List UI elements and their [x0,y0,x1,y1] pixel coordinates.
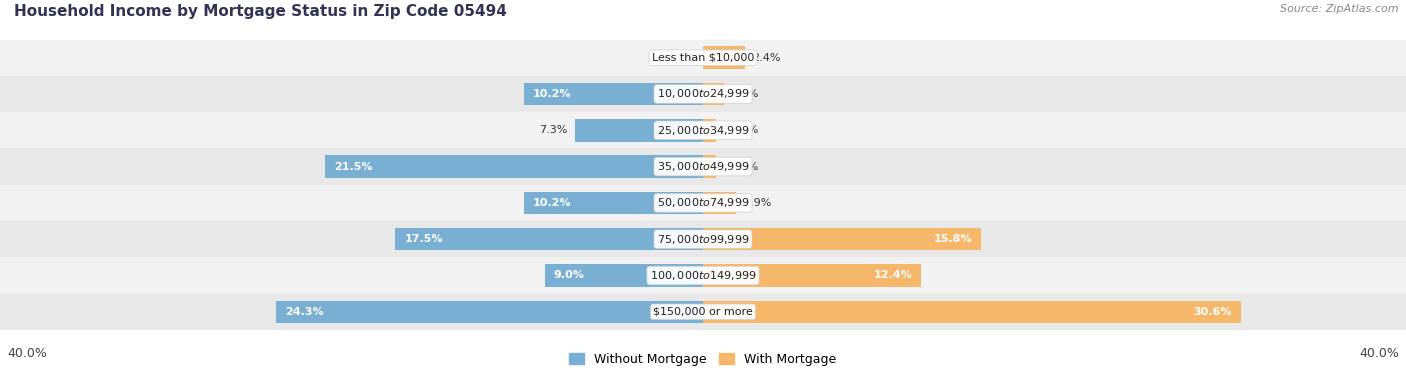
Text: Less than $10,000: Less than $10,000 [652,53,754,63]
Text: $150,000 or more: $150,000 or more [654,307,752,317]
Bar [0,185,1406,221]
Bar [703,264,921,287]
Text: 40.0%: 40.0% [7,347,46,360]
Text: 24.3%: 24.3% [285,307,323,317]
Text: 10.2%: 10.2% [533,89,571,99]
Legend: Without Mortgage, With Mortgage: Without Mortgage, With Mortgage [564,348,842,371]
Bar [703,228,981,250]
Text: $50,000 to $74,999: $50,000 to $74,999 [657,196,749,209]
Bar [546,264,703,287]
Bar [395,228,703,250]
Text: 7.3%: 7.3% [540,125,568,135]
Text: 9.0%: 9.0% [554,270,585,280]
Bar [703,46,745,69]
Text: $10,000 to $24,999: $10,000 to $24,999 [657,87,749,101]
Text: 0.73%: 0.73% [723,125,758,135]
Text: $25,000 to $34,999: $25,000 to $34,999 [657,124,749,137]
Text: 1.9%: 1.9% [744,198,772,208]
Bar [325,155,703,178]
Text: $100,000 to $149,999: $100,000 to $149,999 [650,269,756,282]
Text: Household Income by Mortgage Status in Zip Code 05494: Household Income by Mortgage Status in Z… [14,4,508,19]
Text: 1.2%: 1.2% [731,89,759,99]
Bar [0,294,1406,330]
Bar [0,257,1406,294]
Text: $35,000 to $49,999: $35,000 to $49,999 [657,160,749,173]
Text: Source: ZipAtlas.com: Source: ZipAtlas.com [1281,4,1399,14]
Bar [524,192,703,214]
Bar [703,83,724,105]
Text: $75,000 to $99,999: $75,000 to $99,999 [657,233,749,246]
Bar [0,149,1406,185]
Text: 30.6%: 30.6% [1194,307,1232,317]
Bar [575,119,703,141]
Bar [0,221,1406,257]
Bar [703,119,716,141]
Text: 12.4%: 12.4% [873,270,912,280]
Bar [0,112,1406,149]
Text: 2.4%: 2.4% [752,53,780,63]
Bar [276,300,703,323]
Bar [703,155,716,178]
Text: 17.5%: 17.5% [405,234,443,244]
Bar [703,300,1241,323]
Bar [703,192,737,214]
Bar [524,83,703,105]
Text: 0.0%: 0.0% [668,53,696,63]
Bar [0,40,1406,76]
Bar [0,76,1406,112]
Text: 15.8%: 15.8% [934,234,972,244]
Text: 21.5%: 21.5% [335,162,373,172]
Text: 0.73%: 0.73% [723,162,758,172]
Text: 40.0%: 40.0% [1360,347,1399,360]
Text: 10.2%: 10.2% [533,198,571,208]
